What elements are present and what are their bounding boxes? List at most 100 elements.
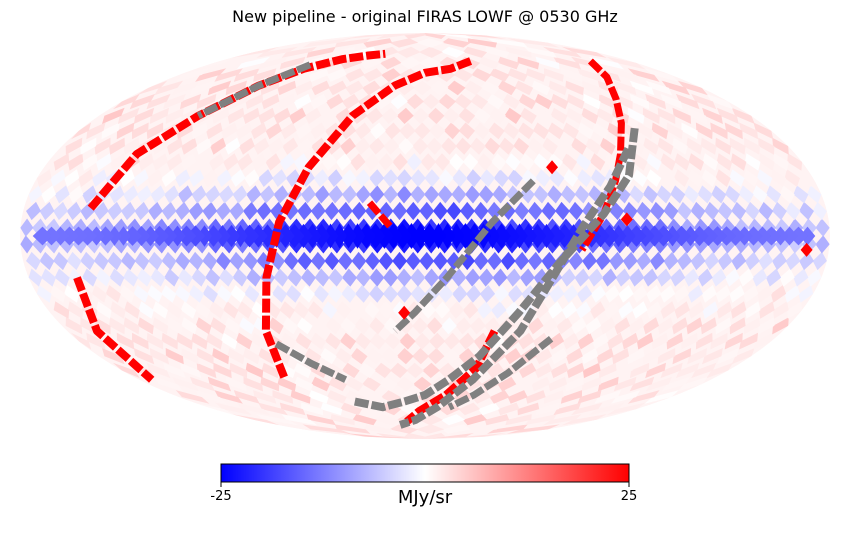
map-pixel (120, 201, 136, 221)
map-pixel (589, 301, 606, 319)
map-pixel (627, 390, 660, 404)
map-pixel (71, 332, 92, 350)
map-pixel (212, 348, 229, 365)
map-pixel (267, 317, 284, 335)
map-pixel (109, 185, 125, 204)
map-pixel (412, 348, 429, 365)
map-pixel (335, 301, 352, 319)
map-pixel (614, 317, 631, 335)
map-pixel (670, 185, 686, 204)
map-pixel (766, 268, 782, 287)
map-pixel (491, 153, 507, 171)
map-pixel (95, 268, 111, 287)
map-pixel (618, 301, 634, 319)
map-pixel (68, 185, 84, 204)
map-pixel (479, 285, 496, 303)
map-pixel (109, 268, 125, 287)
map-pixel (176, 122, 193, 140)
map-pixel (166, 153, 183, 171)
map-pixel (109, 317, 125, 335)
map-pixel (701, 169, 717, 187)
map-pixel (518, 122, 535, 140)
map-pixel (560, 268, 576, 287)
map-pixel (752, 268, 768, 287)
map-pixel (484, 46, 510, 58)
map-pixel (660, 169, 676, 187)
map-pixel (362, 80, 381, 96)
saturated-pixel (546, 160, 559, 175)
map-pixel (744, 251, 760, 271)
map-pixel (188, 169, 205, 187)
map-pixel (629, 80, 655, 96)
colorbar-unit: MJy/sr (398, 487, 453, 508)
map-pixel (378, 301, 394, 319)
map-pixel (441, 317, 457, 335)
map-pixel (752, 185, 768, 204)
map-pixel (310, 251, 326, 271)
map-pixel (116, 122, 135, 140)
map-pixel (350, 153, 366, 171)
map-pixel (473, 201, 489, 221)
map-pixel (325, 317, 342, 335)
map-pixel (215, 201, 231, 221)
map-pixel (212, 107, 229, 124)
map-pixel (700, 137, 717, 155)
map-pixel (588, 56, 625, 70)
map-pixel (660, 301, 676, 319)
map-pixel (448, 301, 465, 319)
map-pixel (230, 285, 246, 303)
map-pixel (311, 376, 330, 392)
map-pixel (381, 107, 399, 124)
colorbar-gradient (220, 463, 630, 483)
map-pixel (232, 185, 248, 204)
map-pixel (730, 153, 747, 171)
map-pixel (627, 68, 660, 82)
map-pixel (296, 137, 313, 155)
plane-pixel (107, 226, 122, 246)
map-pixel (657, 107, 676, 124)
map-pixel (446, 201, 462, 221)
map-pixel (463, 80, 483, 96)
map-pixel (163, 362, 186, 379)
map-pixel (799, 251, 814, 271)
map-pixel (91, 285, 107, 303)
map-pixel (725, 185, 740, 204)
map-pixel (568, 251, 584, 271)
map-pixel (396, 169, 412, 187)
map-pixel (382, 285, 399, 303)
plane-pixel (485, 223, 500, 249)
map-pixel (466, 169, 482, 187)
map-pixel (425, 433, 474, 439)
map-pixel (543, 68, 564, 82)
map-pixel (161, 285, 177, 303)
map-pixel (215, 251, 231, 271)
map-pixel (599, 93, 617, 110)
map-pixel (123, 185, 139, 204)
map-pixel (562, 122, 579, 140)
map-pixel (798, 285, 814, 303)
map-pixel (328, 185, 344, 204)
map-pixel (253, 317, 270, 335)
map-pixel (341, 362, 360, 379)
plane-pixel (511, 223, 528, 249)
map-pixel (146, 93, 171, 110)
map-pixel (491, 301, 507, 319)
map-pixel (164, 268, 180, 287)
map-pixel (629, 268, 645, 287)
map-pixel (581, 376, 601, 392)
map-pixel (136, 376, 168, 392)
map-pixel (229, 362, 248, 379)
map-pixel (504, 107, 522, 124)
map-pixel (213, 362, 232, 379)
map-pixel (787, 153, 803, 171)
map-pixel (629, 93, 650, 110)
map-pixel (629, 362, 650, 379)
map-pixel (531, 80, 551, 96)
map-pixel (194, 301, 211, 319)
map-pixel (325, 93, 344, 110)
map-pixel (310, 332, 327, 350)
map-pixel (384, 332, 401, 350)
map-pixel (188, 285, 205, 303)
map-pixel (279, 402, 306, 416)
